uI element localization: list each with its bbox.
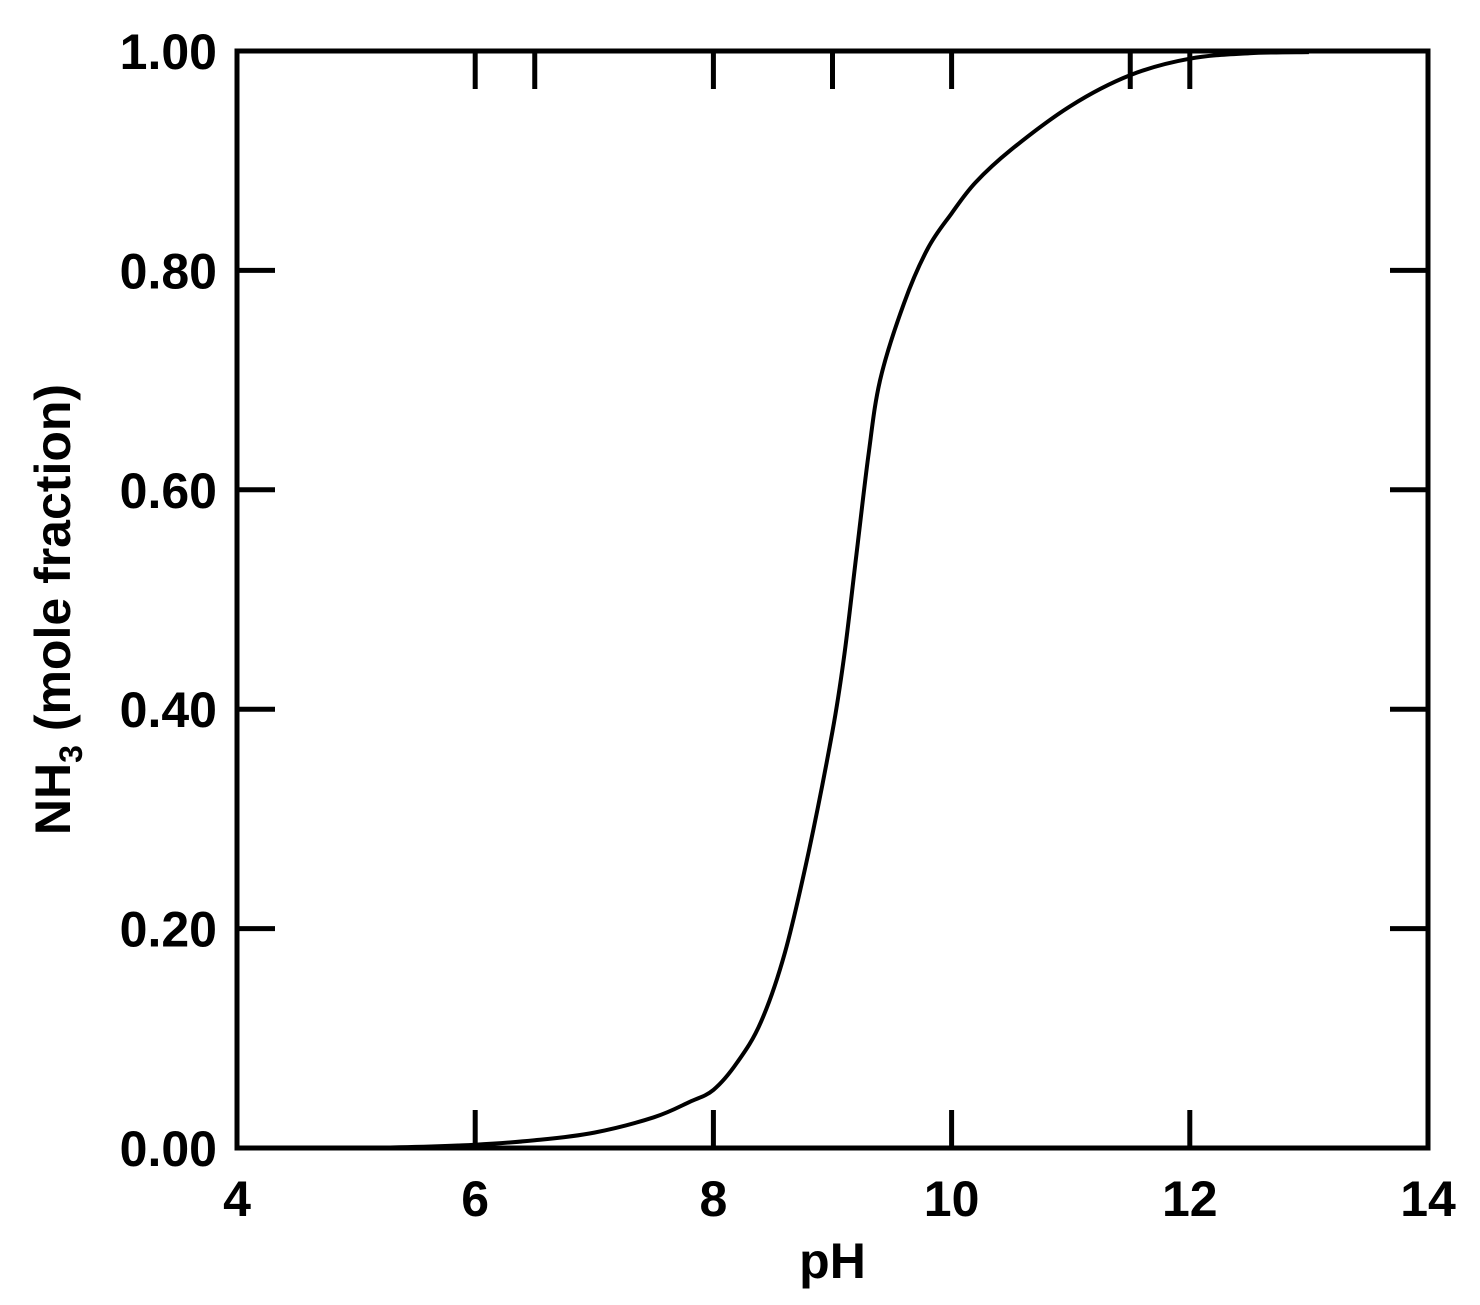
x-tick-label: 4 [223,1171,251,1227]
nh3-fraction-curve [237,50,1309,1151]
y-tick-label: 0.40 [120,682,217,738]
plot-frame [234,48,1431,1151]
y-axis-label-main: NH [25,763,81,835]
x-tick-label: 6 [461,1171,489,1227]
y-axis-label: NH3 (mole fraction) [25,384,89,835]
y-tick-label: 0.20 [120,902,217,958]
x-tick-label: 10 [924,1171,980,1227]
axis-ticks [237,51,1428,1148]
y-tick-label: 0.80 [120,243,217,299]
x-tick-label: 14 [1400,1171,1456,1227]
x-tick-label: 12 [1162,1171,1218,1227]
y-tick-label: 0.00 [120,1121,217,1177]
y-tick-label: 0.60 [120,463,217,519]
y-axis-label-suffix: (mole fraction) [25,384,81,745]
x-axis-label: pH [799,1233,866,1289]
x-tick-label: 8 [699,1171,727,1227]
y-tick-label: 1.00 [120,24,217,80]
tick-labels: 4 6 8 10 12 14 0.00 0.20 0.40 0.60 0.80 1.00 [120,24,1456,1227]
y-axis-label-subscript: 3 [53,745,89,763]
